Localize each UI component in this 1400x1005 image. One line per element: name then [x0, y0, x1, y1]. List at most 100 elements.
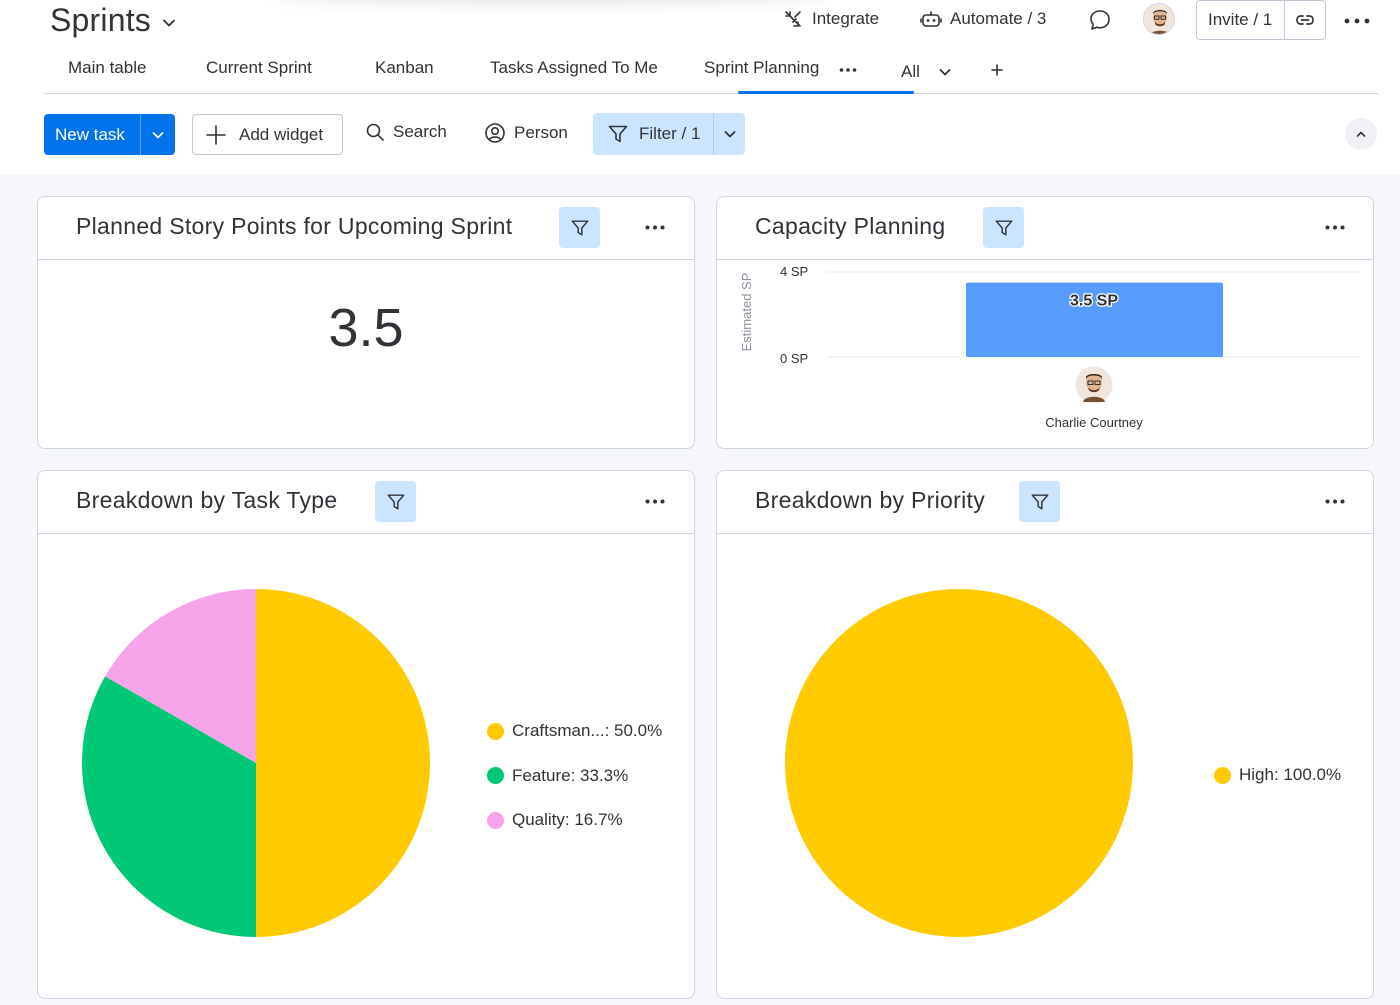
board-title-text: Sprints [50, 2, 151, 38]
add-widget-label: Add widget [239, 124, 324, 144]
robot-icon [920, 11, 942, 27]
avatar-portrait-icon [1144, 4, 1174, 34]
chevron-down-icon [939, 69, 951, 76]
legend-label: Quality: 16.7% [512, 810, 623, 829]
filter-icon [1031, 493, 1048, 510]
legend-item-high[interactable]: High: 100.0% [1214, 763, 1341, 787]
integrate-icon [785, 11, 801, 27]
integrate-button[interactable]: Integrate [782, 8, 879, 30]
legend-label: Craftsman...: 50.0% [512, 721, 663, 740]
new-task-dropdown-button[interactable] [141, 128, 175, 142]
tab-all-label: All [901, 62, 920, 81]
active-tab-indicator [738, 91, 914, 94]
tab-current-sprint[interactable]: Current Sprint [206, 58, 312, 77]
capacity-bar[interactable] [966, 282, 1223, 357]
widget-capacity-planning: Capacity Planning Estimated SP 4 SP 0 SP… [716, 196, 1374, 449]
add-widget-button[interactable]: Add widget [192, 114, 343, 155]
automate-button[interactable]: Automate / 3 [920, 8, 1046, 30]
capacity-bar-chart: Estimated SP 4 SP 0 SP 3.5 SP Charlie Co… [739, 264, 1360, 430]
capacity-bar-label: 3.5 SP [1070, 293, 1118, 310]
widget-header: Breakdown by Priority [717, 471, 1373, 534]
automate-label: Automate / 3 [950, 9, 1047, 28]
filter-button[interactable]: Filter / 1 [593, 123, 713, 145]
task-type-pie-chart [81, 589, 430, 937]
widget-header: Breakdown by Task Type [38, 471, 694, 534]
filter-button-group: Filter / 1 [593, 113, 745, 155]
widget-priority-breakdown: Breakdown by Priority High: 100.0% [716, 470, 1374, 999]
widget-more-button[interactable] [640, 491, 670, 511]
board-views-tabs: Main table Current Sprint Kanban Tasks A… [44, 52, 1378, 94]
plus-icon [206, 124, 226, 145]
person-avatar[interactable] [1075, 366, 1113, 404]
button-divider [140, 114, 141, 155]
widget-filter-button[interactable] [1019, 481, 1060, 522]
y-tick-bottom: 0 SP [780, 351, 808, 366]
updates-button[interactable] [1088, 8, 1112, 32]
legend-swatch [487, 767, 504, 784]
filter-icon [608, 125, 628, 143]
more-horizontal-icon [645, 499, 665, 503]
chevron-down-icon [163, 19, 175, 26]
board-title[interactable]: Sprints [50, 2, 177, 39]
search-label: Search [393, 122, 447, 141]
tab-sprint-planning[interactable]: Sprint Planning [704, 58, 820, 77]
tab-options-button[interactable] [839, 58, 857, 78]
search-icon [366, 123, 384, 141]
pie-slice-craftsmanship[interactable] [256, 589, 430, 937]
top-bar: Sprints Integrate Automate / 3 Invite / … [0, 0, 1400, 175]
legend-item-quality[interactable]: Quality: 16.7% [487, 808, 662, 832]
widget-title: Capacity Planning [755, 213, 946, 239]
widget-title: Breakdown by Task Type [76, 487, 338, 513]
filter-label: Filter / 1 [639, 124, 701, 143]
chevron-up-icon [1356, 131, 1366, 137]
collapse-header-button[interactable] [1345, 118, 1377, 150]
legend-item-feature[interactable]: Feature: 33.3% [487, 764, 662, 788]
tab-all-dropdown[interactable]: All [901, 62, 952, 82]
add-view-button[interactable] [990, 62, 1004, 82]
priority-legend: High: 100.0% [1214, 763, 1341, 808]
widget-filter-button[interactable] [375, 481, 416, 522]
widget-task-type-breakdown: Breakdown by Task Type Craftsman...: 50.… [37, 470, 695, 999]
person-filter-button[interactable]: Person [484, 122, 568, 144]
tab-kanban[interactable]: Kanban [375, 58, 434, 77]
person-name-label: Charlie Courtney [1045, 415, 1143, 430]
board-more-button[interactable] [1344, 18, 1370, 24]
more-horizontal-icon [1325, 499, 1345, 503]
search-button[interactable]: Search [365, 122, 447, 142]
tab-main-table[interactable]: Main table [68, 58, 147, 77]
new-task-button[interactable]: New task [55, 124, 125, 144]
legend-item-craftsmanship[interactable]: Craftsman...: 50.0% [487, 719, 662, 743]
invite-button[interactable]: Invite / 1 [1197, 1, 1286, 39]
chat-bubble-icon [1090, 10, 1110, 30]
button-divider [713, 113, 714, 155]
chevron-down-icon [724, 131, 735, 138]
filter-dropdown-button[interactable] [714, 127, 745, 141]
task-type-legend: Craftsman...: 50.0% Feature: 33.3% Quali… [487, 719, 662, 853]
pie-slice-feature[interactable] [81, 676, 256, 937]
more-horizontal-icon [839, 68, 857, 72]
widget-header: Capacity Planning [717, 197, 1373, 260]
legend-label: Feature: 33.3% [512, 765, 629, 785]
y-tick-top: 4 SP [780, 264, 808, 279]
legend-label: High: 100.0% [1239, 765, 1342, 784]
priority-pie-chart [785, 589, 1133, 937]
user-avatar[interactable] [1143, 3, 1175, 35]
new-task-button-group: New task [44, 114, 175, 155]
more-horizontal-icon [645, 225, 665, 229]
copy-link-button[interactable] [1285, 1, 1325, 39]
widget-more-button[interactable] [1320, 491, 1350, 511]
story-points-value: 3.5 [328, 298, 404, 358]
widget-filter-button[interactable] [559, 207, 600, 248]
widget-more-button[interactable] [640, 217, 670, 237]
widget-filter-button[interactable] [983, 207, 1024, 248]
more-horizontal-icon [1325, 225, 1345, 229]
filter-icon [995, 219, 1012, 236]
link-icon [1296, 15, 1314, 25]
filter-icon [387, 493, 404, 510]
filter-icon [571, 219, 588, 236]
tab-tasks-assigned-to-me[interactable]: Tasks Assigned To Me [490, 58, 658, 77]
plus-icon [991, 64, 1003, 76]
pie-slice-quality[interactable] [105, 589, 256, 763]
widget-more-button[interactable] [1320, 217, 1350, 237]
pie-slice-high[interactable] [785, 589, 1133, 937]
